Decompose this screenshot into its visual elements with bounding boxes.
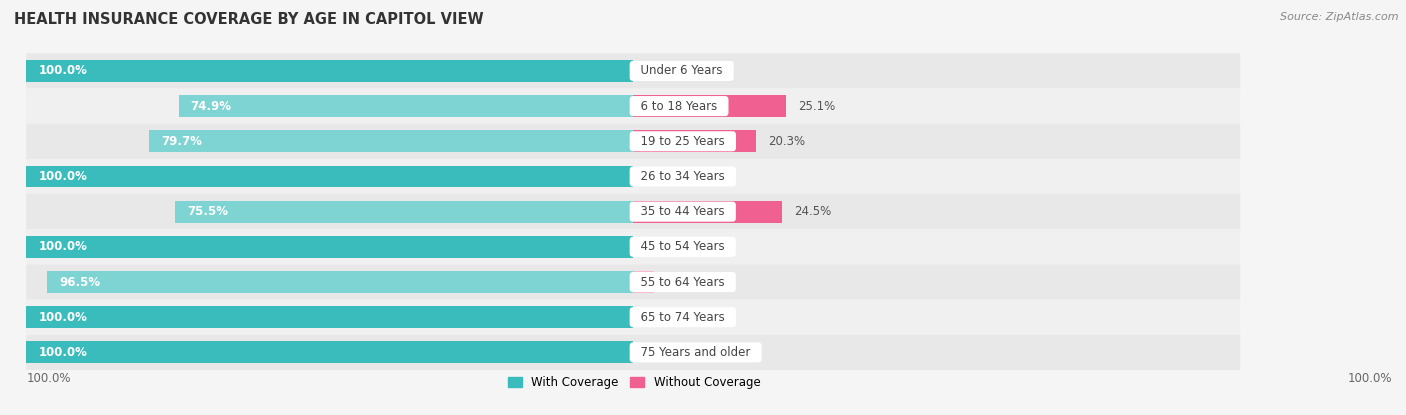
Text: 100.0%: 100.0% [38,64,87,78]
Text: 26 to 34 Years: 26 to 34 Years [633,170,733,183]
FancyBboxPatch shape [27,124,1240,159]
FancyBboxPatch shape [27,159,1240,194]
Text: 65 to 74 Years: 65 to 74 Years [633,311,733,324]
Text: 100.0%: 100.0% [38,311,87,324]
Bar [149,130,633,152]
Text: 0.0%: 0.0% [645,311,675,324]
Bar [633,95,786,117]
Text: 0.0%: 0.0% [645,346,675,359]
Bar [633,130,756,152]
Text: 20.3%: 20.3% [769,135,806,148]
Text: 96.5%: 96.5% [59,276,101,288]
Text: 55 to 64 Years: 55 to 64 Years [633,276,733,288]
Text: 100.0%: 100.0% [38,346,87,359]
Bar [27,342,633,363]
Bar [48,271,633,293]
FancyBboxPatch shape [27,300,1240,335]
FancyBboxPatch shape [27,264,1240,300]
Text: 25.1%: 25.1% [797,100,835,112]
Text: 100.0%: 100.0% [38,170,87,183]
Text: 0.0%: 0.0% [645,64,675,78]
Bar [27,236,633,258]
Bar [27,306,633,328]
Bar [27,60,633,82]
Bar [27,166,633,187]
FancyBboxPatch shape [27,335,1240,370]
FancyBboxPatch shape [27,53,1240,88]
Bar [633,271,654,293]
Bar [633,201,782,222]
Text: 24.5%: 24.5% [794,205,831,218]
Text: 74.9%: 74.9% [191,100,232,112]
Text: 6 to 18 Years: 6 to 18 Years [633,100,725,112]
Text: 3.5%: 3.5% [666,276,696,288]
Text: 100.0%: 100.0% [27,372,70,385]
Bar [174,201,633,222]
Text: HEALTH INSURANCE COVERAGE BY AGE IN CAPITOL VIEW: HEALTH INSURANCE COVERAGE BY AGE IN CAPI… [14,12,484,27]
Text: 100.0%: 100.0% [1347,372,1392,385]
Text: 79.7%: 79.7% [162,135,202,148]
Text: 35 to 44 Years: 35 to 44 Years [633,205,733,218]
FancyBboxPatch shape [27,194,1240,229]
Legend: With Coverage, Without Coverage: With Coverage, Without Coverage [503,371,765,393]
FancyBboxPatch shape [27,88,1240,124]
Text: 0.0%: 0.0% [645,170,675,183]
Text: 75.5%: 75.5% [187,205,228,218]
Bar [179,95,633,117]
Text: 19 to 25 Years: 19 to 25 Years [633,135,733,148]
FancyBboxPatch shape [27,229,1240,264]
Text: 75 Years and older: 75 Years and older [633,346,758,359]
Text: 0.0%: 0.0% [645,240,675,253]
Text: 45 to 54 Years: 45 to 54 Years [633,240,733,253]
Text: Source: ZipAtlas.com: Source: ZipAtlas.com [1281,12,1399,22]
Text: 100.0%: 100.0% [38,240,87,253]
Text: Under 6 Years: Under 6 Years [633,64,730,78]
